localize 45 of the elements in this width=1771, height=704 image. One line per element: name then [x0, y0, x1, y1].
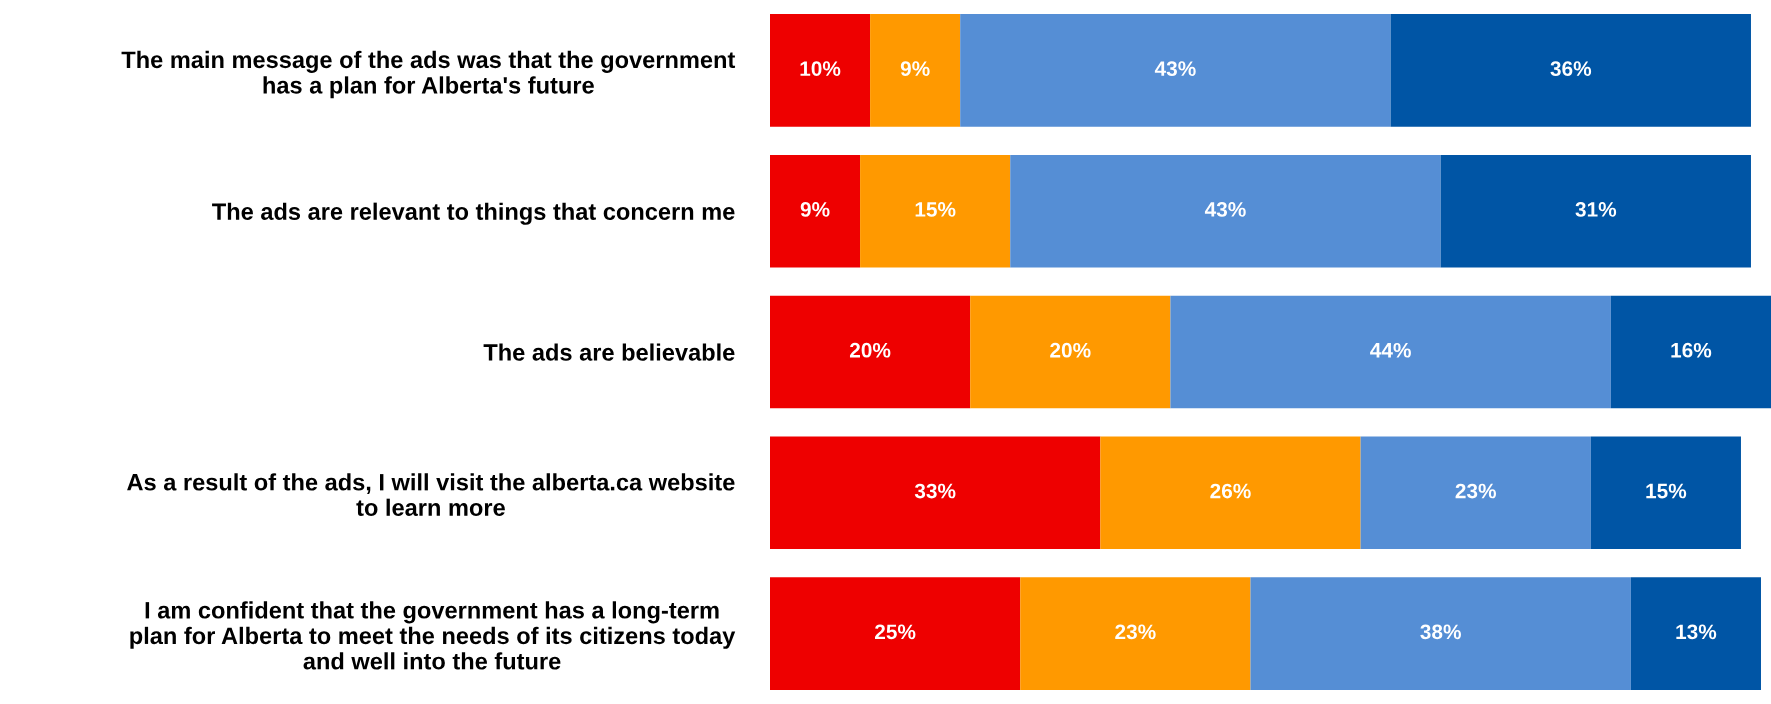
data-label: 36% [1550, 61, 1592, 77]
data-label: 26% [1210, 483, 1251, 499]
bar [1360, 436, 1591, 550]
bar [1610, 295, 1771, 409]
bar [960, 14, 1391, 127]
data-label: 38% [1420, 624, 1461, 640]
bar [1630, 577, 1761, 690]
data-label: 15% [1646, 483, 1687, 499]
bar [1100, 436, 1361, 550]
data-label: 23% [1455, 483, 1497, 499]
bar [1390, 14, 1751, 127]
data-label: 44% [1370, 342, 1411, 358]
data-label: 15% [915, 202, 956, 217]
data-label: 43% [1154, 61, 1196, 77]
bar [770, 577, 1021, 690]
y-tick-label: The main message of the ads was that the government has a plan for Alberta's future [121, 50, 736, 99]
data-label: 43% [1204, 202, 1246, 217]
y-tick-label: The ads are believable [483, 343, 735, 361]
data-label: 20% [849, 342, 891, 358]
data-label: 33% [914, 483, 956, 499]
data-label: 13% [1676, 624, 1717, 640]
bar [970, 295, 1171, 409]
bar [770, 436, 1101, 550]
data-label: 10% [800, 61, 841, 76]
bar [870, 14, 961, 127]
y-tick-label: I am confident that the government has a long-term plan for Alberta to meet the needs of its citizens today and well into the future [130, 601, 736, 670]
bar [1590, 436, 1741, 550]
bar [770, 14, 871, 127]
bar [770, 295, 971, 409]
data-label: 16% [1671, 342, 1712, 358]
bar [1020, 577, 1251, 690]
bar [1250, 577, 1631, 690]
bar [1010, 154, 1441, 268]
bar [770, 154, 861, 268]
bar [1440, 154, 1751, 268]
data-label: 31% [1575, 202, 1617, 217]
data-label: 25% [875, 624, 916, 640]
data-label: 23% [1115, 624, 1156, 640]
bar [860, 154, 1011, 268]
y-tick-label: As a result of the ads, I will visit the alberta.ca website to learn more [127, 473, 735, 517]
data-label: 9% [800, 202, 830, 217]
data-label: 9% [900, 61, 930, 76]
bar [1170, 295, 1611, 409]
data-label: 20% [1050, 342, 1091, 358]
y-tick-label: The ads are relevant to things that concern me [212, 202, 735, 225]
